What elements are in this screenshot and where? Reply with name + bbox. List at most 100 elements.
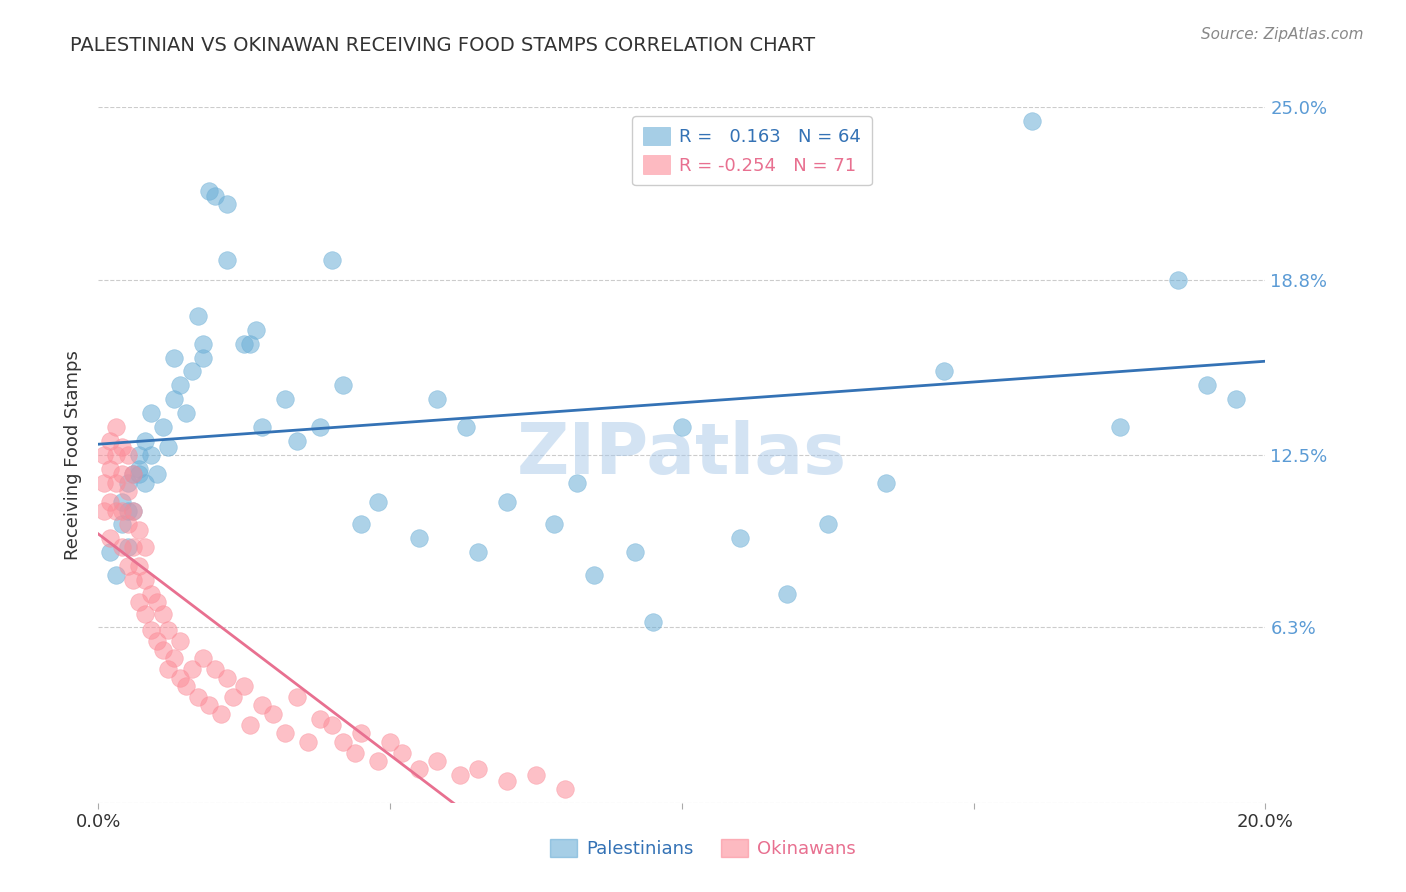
Point (146, 595, 169, 609)
Point (239, 718, 262, 732)
Point (285, 434, 308, 448)
Point (98, 495, 121, 509)
Point (117, 475, 139, 490)
Point (104, 448, 127, 462)
Point (671, 420, 693, 434)
Point (128, 448, 150, 462)
Point (554, 781, 576, 796)
Point (122, 540, 145, 554)
Point (367, 754, 389, 768)
Point (449, 768, 471, 782)
Point (134, 540, 156, 554)
Point (309, 420, 332, 434)
Point (408, 763, 430, 777)
Point (111, 495, 134, 509)
Point (122, 467, 145, 482)
Point (250, 420, 273, 434)
Point (134, 607, 156, 621)
Point (139, 406, 162, 420)
Point (728, 532, 751, 546)
Text: ZIPatlas: ZIPatlas (517, 420, 846, 490)
Point (93, 503, 115, 517)
Point (104, 475, 127, 490)
Point (467, 545, 489, 559)
Point (467, 763, 489, 777)
Point (391, 746, 413, 760)
Point (174, 406, 197, 420)
Point (134, 434, 156, 448)
Point (98, 545, 121, 559)
Point (146, 467, 169, 482)
Point (111, 517, 134, 532)
Point (1167, 272, 1189, 286)
Point (163, 351, 186, 365)
Point (344, 746, 367, 760)
Point (98, 532, 121, 546)
Point (1108, 420, 1130, 434)
Point (139, 624, 162, 638)
Point (122, 503, 145, 517)
Point (367, 495, 389, 509)
Point (128, 523, 150, 537)
Point (875, 475, 897, 490)
Point (169, 634, 191, 648)
Point (93, 475, 115, 490)
Point (152, 420, 174, 434)
Point (193, 651, 215, 665)
Point (1021, 114, 1043, 128)
Point (193, 351, 215, 365)
Point (117, 559, 139, 574)
Point (134, 573, 156, 587)
Point (583, 567, 606, 582)
Legend: R =   0.163   N = 64, R = -0.254   N = 71: R = 0.163 N = 64, R = -0.254 N = 71 (633, 116, 872, 186)
Point (122, 467, 145, 482)
Point (332, 734, 354, 748)
Point (104, 420, 127, 434)
Point (350, 726, 373, 740)
Point (169, 378, 191, 392)
Point (309, 712, 332, 726)
Point (174, 679, 197, 693)
Point (215, 253, 238, 268)
Point (180, 662, 202, 676)
Point (426, 754, 449, 768)
Point (117, 448, 139, 462)
Point (524, 768, 547, 782)
Point (163, 392, 186, 407)
Point (128, 462, 150, 476)
Point (332, 378, 354, 392)
Point (152, 642, 174, 657)
Point (221, 690, 243, 704)
Point (262, 706, 284, 721)
Point (624, 545, 647, 559)
Point (426, 392, 449, 407)
Point (321, 718, 343, 732)
Point (274, 392, 297, 407)
Point (285, 690, 308, 704)
Point (169, 671, 191, 685)
Point (321, 253, 343, 268)
Point (152, 607, 174, 621)
Point (245, 323, 267, 337)
Point (198, 184, 221, 198)
Point (157, 662, 180, 676)
Point (495, 773, 517, 788)
Point (193, 336, 215, 351)
Text: Source: ZipAtlas.com: Source: ZipAtlas.com (1201, 27, 1364, 42)
Point (350, 517, 373, 532)
Point (1225, 392, 1247, 407)
Point (187, 690, 209, 704)
Point (128, 467, 150, 482)
Point (233, 336, 256, 351)
Point (565, 475, 588, 490)
Point (117, 484, 139, 499)
Point (111, 540, 134, 554)
Point (187, 309, 209, 323)
Point (180, 364, 202, 378)
Point (1195, 378, 1218, 392)
Point (117, 517, 139, 532)
Point (93, 448, 115, 462)
Point (117, 503, 139, 517)
Point (233, 679, 256, 693)
Point (204, 189, 226, 203)
